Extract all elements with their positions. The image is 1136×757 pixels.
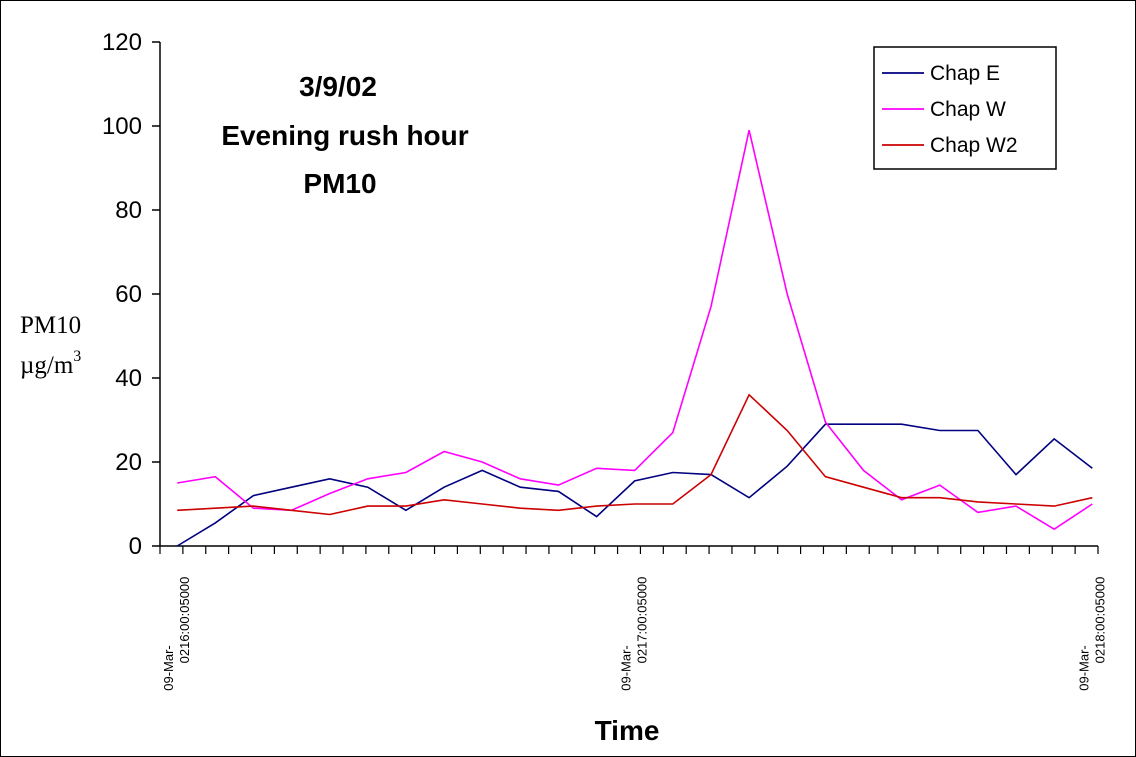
- legend-label-2: Chap W: [930, 98, 1006, 121]
- legend-label-3: Chap W2: [930, 134, 1018, 157]
- x-tick-label-line-2: 0216:00:05000: [177, 577, 192, 664]
- x-tick-label-line-1: 09-Mar-: [161, 645, 176, 691]
- chart-title: 3/9/02 Evening rush hour PM10: [221, 71, 468, 199]
- y-axis-label-unit: µg/m: [20, 352, 74, 379]
- legend-box: [873, 46, 1057, 170]
- x-axis-label: Time: [595, 715, 660, 746]
- series-lines: [176, 130, 1093, 547]
- y-axis-label-line-2: µg/m3: [20, 348, 81, 379]
- axes: [152, 41, 1099, 554]
- x-tick-label: 09-Mar-0218:00:05000: [1076, 577, 1107, 691]
- legend: Chap E Chap W Chap W2: [873, 46, 1057, 170]
- x-tick-label-line-1: 09-Mar-: [619, 645, 634, 691]
- y-axis-label: PM10 µg/m3: [20, 312, 81, 379]
- x-tick-labels: 09-Mar-0216:00:0500009-Mar-0217:00:05000…: [161, 577, 1107, 691]
- title-line-1: 3/9/02: [299, 71, 377, 102]
- y-tick-label: 80: [115, 197, 142, 224]
- y-tick-label: 0: [129, 533, 142, 560]
- y-tick-label: 100: [102, 113, 142, 140]
- legend-label-1: Chap E: [930, 62, 1000, 85]
- series-line-1: [176, 423, 1093, 547]
- x-tick-label: 09-Mar-0217:00:05000: [619, 577, 650, 691]
- y-axis-label-line-1: PM10: [20, 312, 81, 339]
- title-line-2: Evening rush hour: [221, 120, 468, 151]
- x-tick-label-line-2: 0218:00:05000: [1092, 577, 1107, 664]
- y-axis-label-superscript: 3: [73, 348, 81, 365]
- y-tick-label: 40: [115, 365, 142, 392]
- y-tick-labels: 0 20 40 60 80 100 120: [102, 29, 142, 560]
- title-line-3: PM10: [303, 168, 376, 199]
- x-tick-label: 09-Mar-0216:00:05000: [161, 577, 192, 691]
- x-tick-label-line-1: 09-Mar-: [1076, 645, 1091, 691]
- series-line-2: [177, 130, 1093, 531]
- y-tick-label: 120: [102, 29, 142, 56]
- series-line-3: [177, 393, 1093, 516]
- x-tick-label-line-2: 0217:00:05000: [635, 577, 650, 664]
- y-tick-label: 60: [115, 281, 142, 308]
- y-tick-label: 20: [115, 449, 142, 476]
